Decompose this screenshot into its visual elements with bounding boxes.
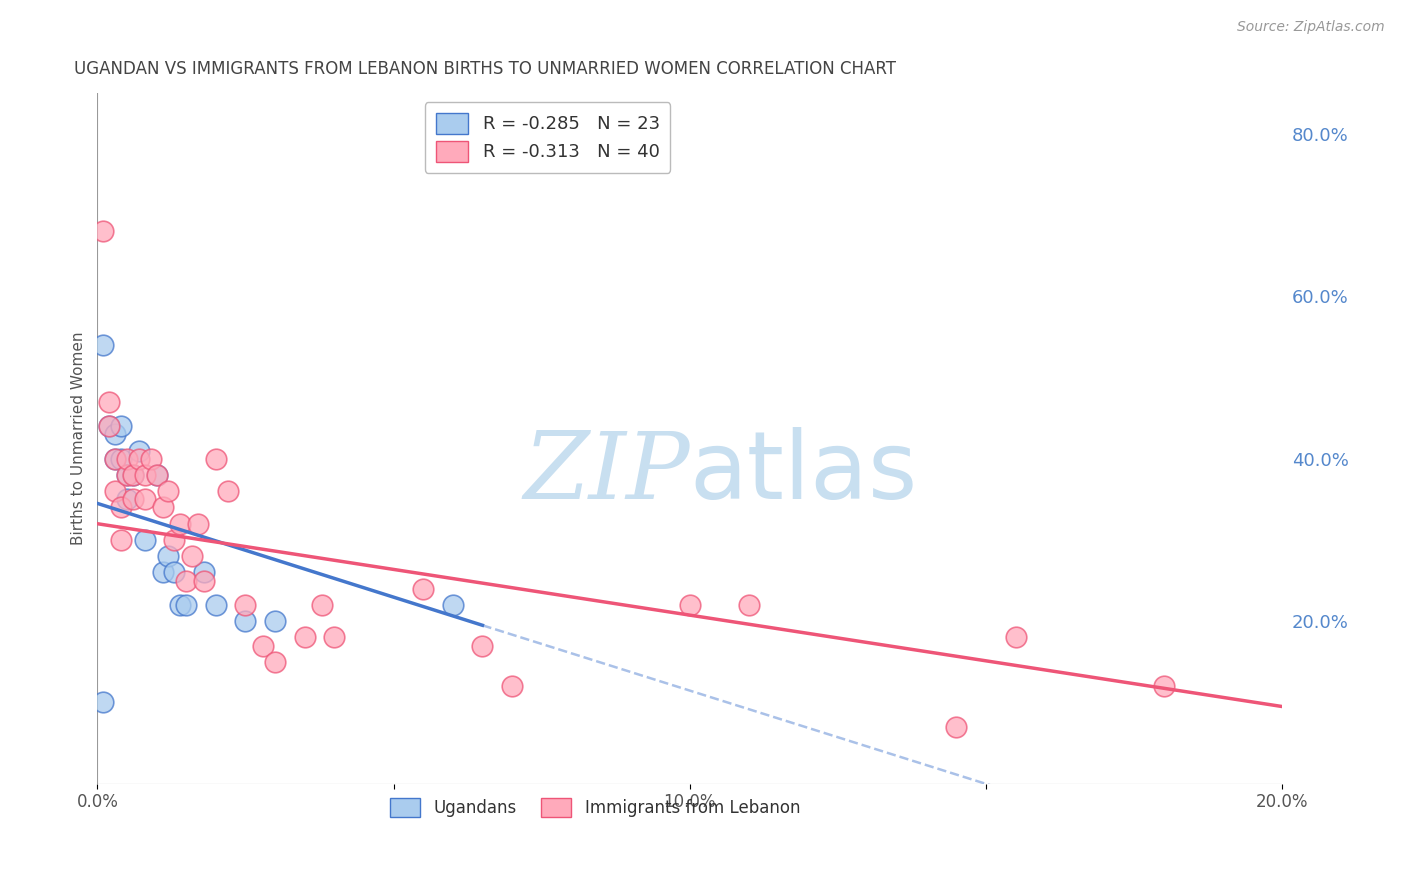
- Point: [128, 451, 150, 466]
- Point: [471, 639, 494, 653]
- Point: [679, 598, 702, 612]
- Point: [91, 696, 114, 710]
- Point: [157, 484, 180, 499]
- Point: [98, 419, 121, 434]
- Point: [1153, 679, 1175, 693]
- Point: [235, 598, 257, 612]
- Point: [98, 394, 121, 409]
- Point: [110, 533, 132, 547]
- Point: [217, 484, 239, 499]
- Legend: Ugandans, Immigrants from Lebanon: Ugandans, Immigrants from Lebanon: [382, 791, 807, 823]
- Y-axis label: Births to Unmarried Women: Births to Unmarried Women: [72, 332, 86, 545]
- Point: [115, 467, 138, 482]
- Point: [264, 614, 287, 628]
- Point: [501, 679, 523, 693]
- Point: [187, 516, 209, 531]
- Point: [91, 338, 114, 352]
- Point: [104, 427, 127, 442]
- Point: [122, 467, 145, 482]
- Point: [181, 549, 204, 564]
- Point: [98, 419, 121, 434]
- Point: [174, 574, 197, 588]
- Point: [311, 598, 333, 612]
- Point: [139, 451, 162, 466]
- Point: [134, 533, 156, 547]
- Point: [169, 598, 191, 612]
- Text: Source: ZipAtlas.com: Source: ZipAtlas.com: [1237, 20, 1385, 34]
- Point: [104, 451, 127, 466]
- Point: [205, 598, 228, 612]
- Text: atlas: atlas: [690, 427, 918, 519]
- Point: [157, 549, 180, 564]
- Point: [193, 574, 215, 588]
- Point: [110, 500, 132, 515]
- Point: [945, 720, 967, 734]
- Point: [163, 566, 186, 580]
- Point: [115, 467, 138, 482]
- Point: [252, 639, 274, 653]
- Point: [738, 598, 761, 612]
- Text: UGANDAN VS IMMIGRANTS FROM LEBANON BIRTHS TO UNMARRIED WOMEN CORRELATION CHART: UGANDAN VS IMMIGRANTS FROM LEBANON BIRTH…: [73, 60, 896, 78]
- Point: [264, 655, 287, 669]
- Point: [91, 224, 114, 238]
- Point: [115, 492, 138, 507]
- Point: [323, 631, 346, 645]
- Point: [104, 484, 127, 499]
- Point: [163, 533, 186, 547]
- Point: [152, 500, 174, 515]
- Point: [110, 451, 132, 466]
- Point: [1004, 631, 1026, 645]
- Point: [235, 614, 257, 628]
- Point: [145, 467, 167, 482]
- Point: [441, 598, 464, 612]
- Point: [152, 566, 174, 580]
- Point: [134, 492, 156, 507]
- Point: [174, 598, 197, 612]
- Point: [294, 631, 316, 645]
- Point: [122, 467, 145, 482]
- Point: [110, 419, 132, 434]
- Point: [205, 451, 228, 466]
- Point: [104, 451, 127, 466]
- Point: [412, 582, 434, 596]
- Text: ZIP: ZIP: [523, 428, 690, 518]
- Point: [128, 443, 150, 458]
- Point: [134, 467, 156, 482]
- Point: [122, 492, 145, 507]
- Point: [145, 467, 167, 482]
- Point: [193, 566, 215, 580]
- Point: [115, 451, 138, 466]
- Point: [169, 516, 191, 531]
